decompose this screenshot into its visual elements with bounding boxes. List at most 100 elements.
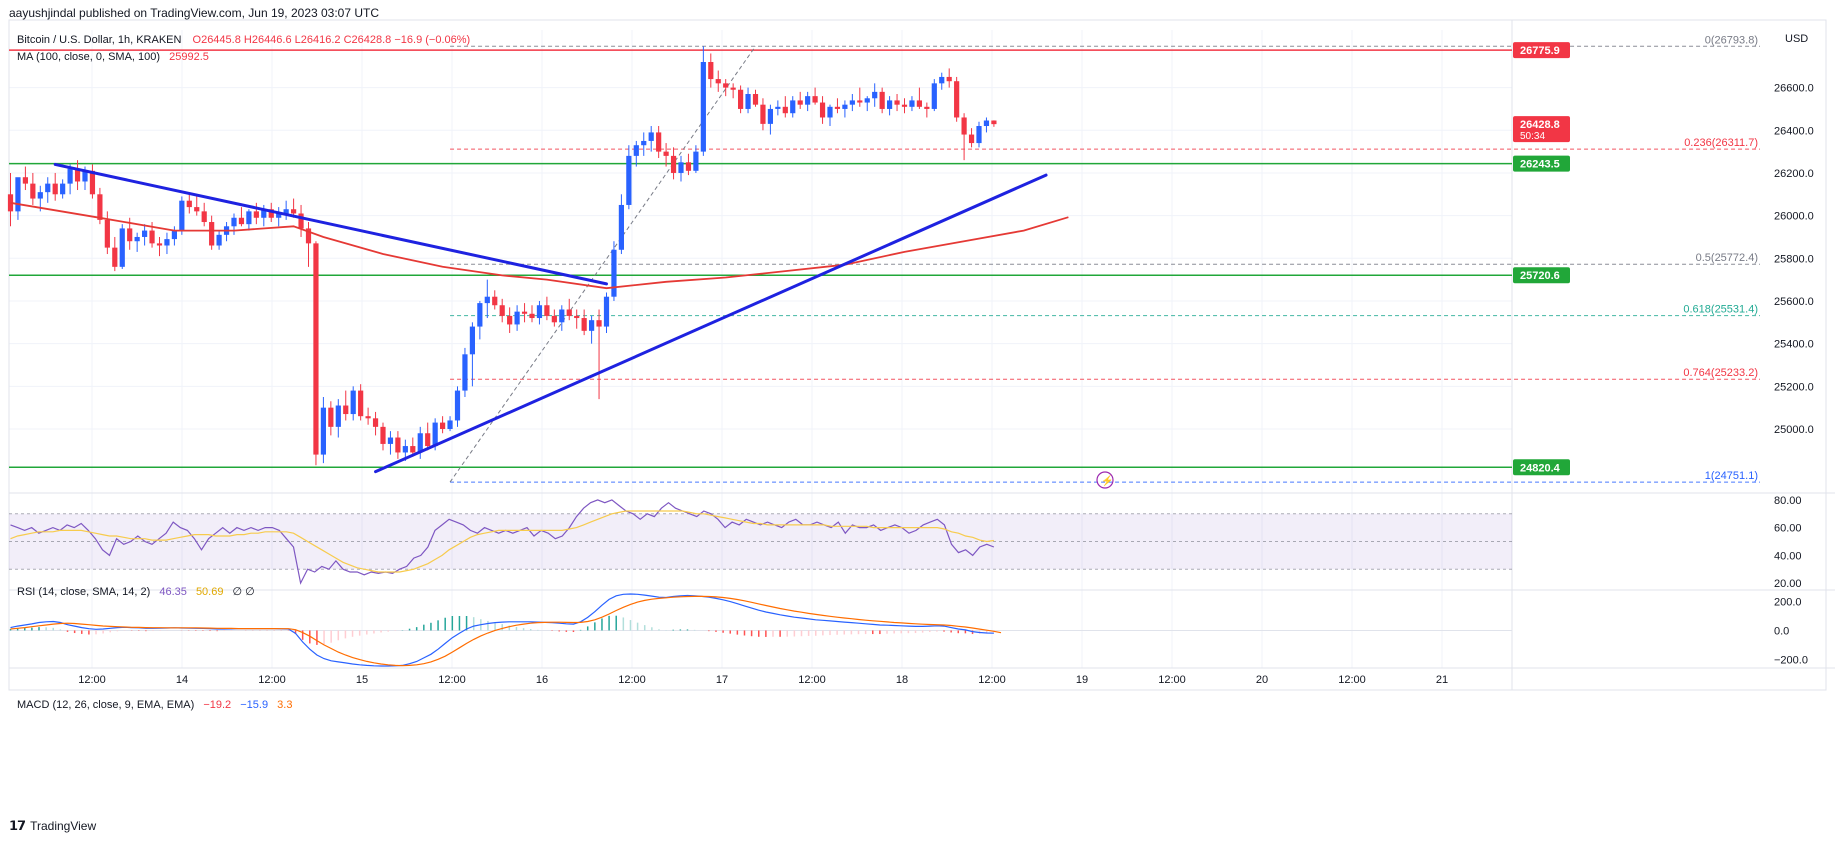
macd-signal-value: 3.3 [277,699,293,711]
candle-body [976,126,982,144]
candle-body [156,243,163,246]
time-tick-label: 12:00 [618,674,646,686]
candle-body [186,200,192,208]
time-tick-label: 20 [1256,674,1268,686]
price-tick-label: 25400.0 [1774,339,1814,351]
candle-body [894,100,900,105]
candle-body [656,132,662,152]
candle-body [372,418,379,427]
candle-body [991,120,997,125]
candle-body [492,296,498,306]
price-badge [1513,155,1570,172]
candle-body [298,213,304,229]
candle-body [387,437,394,444]
candle-body [633,145,639,156]
candle-body [350,390,356,415]
price-badge-label: 26428.8 [1520,119,1560,131]
trendline-bullish [374,173,1048,474]
candle-body [805,96,811,105]
candle-body [365,416,371,419]
candle-body [603,296,610,327]
candle-body [246,211,252,225]
candle-body [887,100,893,109]
time-tick-label: 12:00 [438,674,466,686]
candle-body [767,108,773,124]
price-badge-countdown: 50:34 [1520,131,1545,142]
footer: 𝟭𝟳 TradingView [9,818,96,834]
candle-body [112,247,118,267]
macd-tick-label: 0.0 [1774,625,1789,637]
candle-body [775,106,781,109]
candle-body [15,177,21,212]
candle-body [216,234,222,246]
candle-body [618,204,624,250]
candle-body [462,354,468,391]
candle-body [45,183,51,193]
candle-body [931,83,937,109]
candle-body [782,106,788,114]
symbol-legend: Bitcoin / U.S. Dollar, 1h, KRAKEN O26445… [17,34,470,46]
candle-body [864,98,870,103]
time-tick-label: 18 [896,674,908,686]
time-tick-label: 12:00 [798,674,826,686]
rsi-ma-value: 50.69 [195,586,224,598]
candle-body [544,305,550,316]
macd-hist-value: −19.2 [203,699,232,711]
candle-body [723,83,729,88]
candle-body [924,106,930,109]
candle-body [663,151,669,156]
chart-frame [8,19,1827,691]
candle-body [268,209,274,218]
candle-body [402,446,408,453]
candle-body [149,230,155,244]
candle-body [477,303,483,327]
fib-level-label: 0(26793.8) [1705,34,1758,46]
candle-body [752,94,759,105]
price-tick-label: 25800.0 [1774,253,1814,265]
candle-body [738,89,744,109]
candle-body [320,407,326,455]
candle-body [581,318,587,331]
candle-body [343,405,349,415]
candle-body [335,405,341,427]
publisher-caption: aayushjindal published on TradingView.co… [9,6,380,20]
candle-body [901,104,908,107]
candle-body [30,183,36,199]
candle-body [834,106,841,109]
candle-body [358,390,364,417]
candle-body [261,209,267,218]
rsi-label: RSI (14, close, SMA, 14, 2) [17,586,151,598]
macd-tick-label: −200.0 [1774,654,1808,666]
candle-body [432,422,438,447]
candle-body [700,62,706,152]
candle-body [22,177,28,184]
rsi-tick-label: 20.00 [1774,578,1802,590]
candle-body [253,211,259,218]
fib-level-label: 0.5(25772.4) [1696,252,1758,264]
fib-level-label: 1(24751.1) [1705,470,1758,482]
price-tick-label: 25200.0 [1774,381,1814,393]
candle-body [380,426,386,444]
time-tick-label: 12:00 [258,674,286,686]
price-badge [1513,42,1570,59]
candle-body [201,211,207,223]
candle-body [119,228,125,267]
time-tick-label: 12:00 [78,674,106,686]
candle-body [67,168,73,184]
price-badge [1513,116,1570,143]
price-tick-label: 25600.0 [1774,296,1814,308]
candle-body [857,100,863,103]
rsi-ma-line [10,510,994,573]
price-badge-label: 26243.5 [1520,159,1560,171]
candle-body [648,132,654,141]
price-badge-label: 24820.4 [1520,462,1561,474]
time-tick-label: 15 [356,674,368,686]
candle-body [611,249,617,297]
candle-body [417,433,423,453]
candle-body [961,117,967,135]
rsi-tick-label: 80.00 [1774,495,1802,507]
fib-level-label: 0.618(25531.4) [1683,304,1758,316]
trendline-bearish [53,162,608,286]
price-tick-label: 26600.0 [1774,83,1814,95]
